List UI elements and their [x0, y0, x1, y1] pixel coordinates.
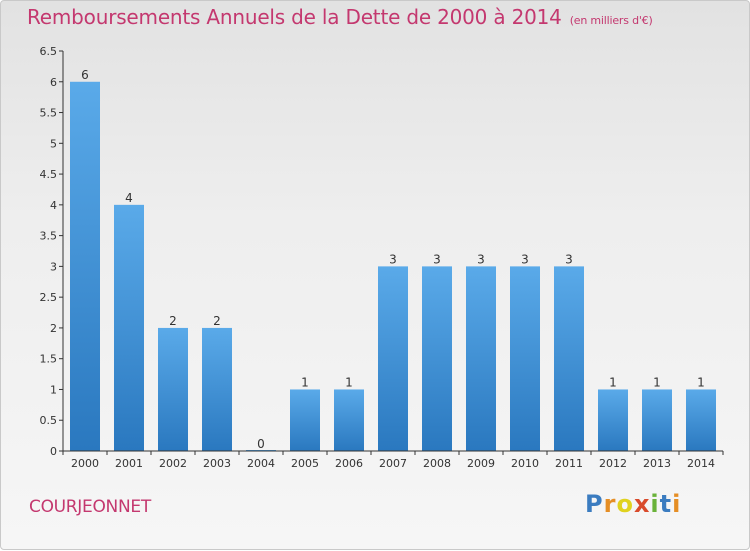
logo-letter: o [616, 490, 634, 518]
y-tick-label: 2.5 [40, 291, 58, 304]
x-tick-label: 2011 [555, 457, 583, 470]
y-tick-label: 4 [50, 199, 57, 212]
y-tick-label: 5 [50, 137, 57, 150]
x-tick-label: 2003 [203, 457, 231, 470]
x-tick-label: 2001 [115, 457, 143, 470]
chart-title: Remboursements Annuels de la Dette de 20… [27, 5, 653, 29]
x-tick-label: 2012 [599, 457, 627, 470]
y-tick-label: 2 [50, 322, 57, 335]
chart-title-text: Remboursements Annuels de la Dette de 20… [27, 5, 562, 29]
y-tick-label: 5.5 [40, 107, 58, 120]
x-tick-label: 2010 [511, 457, 539, 470]
logo-letter: i [672, 490, 682, 518]
data-label: 2 [213, 314, 221, 328]
bar-2001 [114, 204, 144, 451]
chart-subtitle: (en milliers d'€) [569, 14, 653, 27]
bar-2011 [554, 266, 584, 451]
bar-2013 [642, 389, 672, 451]
x-tick-label: 2014 [687, 457, 715, 470]
commune-name: COURJEONNET [29, 497, 151, 517]
labels-layer: 00.511.522.533.544.555.566.5200062001420… [40, 45, 716, 470]
data-label: 1 [653, 375, 661, 389]
x-tick-label: 2002 [159, 457, 187, 470]
data-label: 3 [477, 252, 485, 266]
data-label: 3 [565, 252, 573, 266]
axis-layer [59, 50, 724, 455]
y-tick-label: 0.5 [40, 414, 58, 427]
data-label: 4 [125, 191, 133, 205]
bar-2002 [158, 327, 188, 451]
y-tick-label: 0 [50, 445, 57, 458]
data-label: 1 [697, 375, 705, 389]
bar-2000 [70, 81, 100, 452]
y-tick-label: 1 [50, 383, 57, 396]
x-tick-label: 2008 [423, 457, 451, 470]
bar-2005 [290, 389, 320, 451]
data-label: 1 [345, 375, 353, 389]
bars-layer [70, 81, 716, 452]
logo-letter: t [659, 490, 673, 518]
data-label: 3 [433, 252, 441, 266]
data-label: 3 [521, 252, 529, 266]
data-label: 1 [609, 375, 617, 389]
data-label: 0 [257, 437, 265, 451]
x-tick-label: 2005 [291, 457, 319, 470]
bar-2008 [422, 266, 452, 451]
y-tick-label: 3.5 [40, 230, 58, 243]
bar-2010 [510, 266, 540, 451]
y-tick-label: 3 [50, 260, 57, 273]
logo-letter: P [585, 490, 604, 518]
y-tick-label: 1.5 [40, 353, 58, 366]
proxiti-logo: Proxiti [585, 490, 681, 518]
x-tick-label: 2013 [643, 457, 671, 470]
x-tick-label: 2007 [379, 457, 407, 470]
data-label: 1 [301, 375, 309, 389]
data-label: 2 [169, 314, 177, 328]
x-tick-label: 2004 [247, 457, 275, 470]
bar-2003 [202, 327, 232, 451]
bar-2012 [598, 389, 628, 451]
y-tick-label: 4.5 [40, 168, 58, 181]
bar-2006 [334, 389, 364, 451]
x-tick-label: 2000 [71, 457, 99, 470]
data-label: 3 [389, 252, 397, 266]
x-tick-label: 2006 [335, 457, 363, 470]
logo-letter: r [603, 490, 617, 518]
bar-2009 [466, 266, 496, 451]
bar-2007 [378, 266, 408, 451]
logo-letter: i [650, 490, 660, 518]
x-tick-label: 2009 [467, 457, 495, 470]
bar-2014 [686, 389, 716, 451]
y-tick-label: 6.5 [40, 45, 58, 58]
data-label: 6 [81, 68, 89, 82]
y-tick-label: 6 [50, 76, 57, 89]
logo-letter: x [633, 490, 651, 518]
